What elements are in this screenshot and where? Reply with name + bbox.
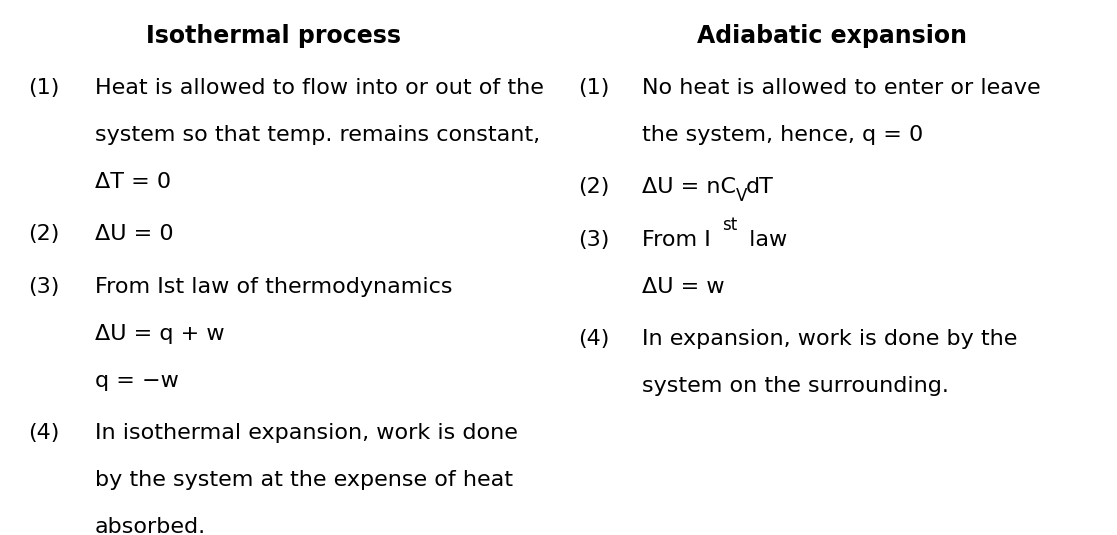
Text: In expansion, work is done by the: In expansion, work is done by the (642, 329, 1018, 349)
Text: ΔT = 0: ΔT = 0 (95, 172, 171, 192)
Text: (2): (2) (579, 177, 610, 197)
Text: In isothermal expansion, work is done: In isothermal expansion, work is done (95, 423, 518, 443)
Text: (2): (2) (28, 224, 59, 244)
Text: ΔU = nC: ΔU = nC (642, 177, 736, 197)
Text: (3): (3) (579, 230, 610, 249)
Text: No heat is allowed to enter or leave: No heat is allowed to enter or leave (642, 78, 1041, 97)
Text: the system, hence, q = 0: the system, hence, q = 0 (642, 125, 924, 144)
Text: (1): (1) (28, 78, 59, 97)
Text: absorbed.: absorbed. (95, 517, 206, 535)
Text: Heat is allowed to flow into or out of the: Heat is allowed to flow into or out of t… (95, 78, 544, 97)
Text: From I: From I (642, 230, 712, 249)
Text: law: law (743, 230, 787, 249)
Text: (3): (3) (28, 277, 59, 296)
Text: (4): (4) (28, 423, 59, 443)
Text: ΔU = q + w: ΔU = q + w (95, 324, 225, 343)
Text: q = −w: q = −w (95, 371, 179, 391)
Text: dT: dT (746, 177, 773, 197)
Text: Isothermal process: Isothermal process (146, 24, 401, 48)
Text: Adiabatic expansion: Adiabatic expansion (697, 24, 967, 48)
Text: ΔU = 0: ΔU = 0 (95, 224, 173, 244)
Text: by the system at the expense of heat: by the system at the expense of heat (95, 470, 513, 490)
Text: (4): (4) (579, 329, 610, 349)
Text: From Ist law of thermodynamics: From Ist law of thermodynamics (95, 277, 452, 296)
Text: ΔU = w: ΔU = w (642, 277, 725, 296)
Text: V: V (736, 187, 747, 205)
Text: (1): (1) (579, 78, 610, 97)
Text: st: st (723, 216, 737, 234)
Text: system on the surrounding.: system on the surrounding. (642, 376, 949, 396)
Text: system so that temp. remains constant,: system so that temp. remains constant, (95, 125, 541, 144)
